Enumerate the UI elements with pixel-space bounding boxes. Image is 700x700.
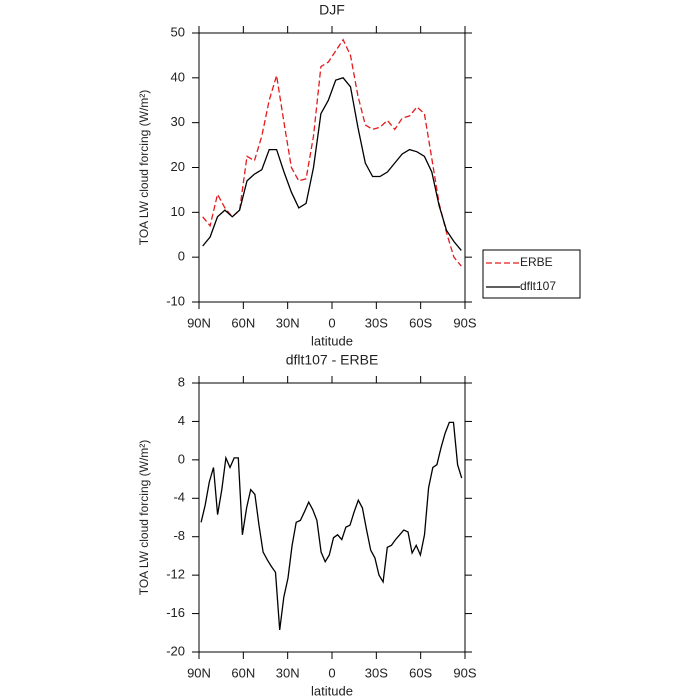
y-tick-label: -4 (173, 490, 185, 505)
x-tick-label: 60S (409, 315, 432, 330)
y-tick-label: 4 (178, 413, 185, 428)
y-tick-label: 40 (171, 69, 185, 84)
plot-frame (198, 32, 466, 303)
y-tick-label: 0 (178, 451, 185, 466)
x-axis-label: latitude (311, 333, 353, 348)
y-tick-label: 30 (171, 114, 185, 129)
x-tick-label: 60N (231, 665, 255, 680)
y-tick-label: 20 (171, 159, 185, 174)
plot-frame (198, 382, 466, 653)
y-tick-label: -12 (166, 567, 185, 582)
y-tick-label: -8 (173, 528, 185, 543)
y-axis-label: TOA LW cloud forcing (W/m²) (137, 440, 151, 596)
x-tick-label: 90S (453, 665, 476, 680)
y-tick-label: 0 (178, 249, 185, 264)
x-tick-label: 60N (231, 315, 255, 330)
legend-label: ERBE (520, 255, 553, 269)
x-tick-label: 90N (187, 665, 211, 680)
y-tick-label: 50 (171, 24, 185, 39)
chart-title: DJF (319, 2, 345, 18)
x-tick-label: 0 (328, 665, 335, 680)
data-line (202, 77, 462, 251)
legend-label: dflt107 (520, 279, 556, 293)
data-line (202, 38, 462, 267)
y-axis-label: TOA LW cloud forcing (W/m²) (137, 90, 151, 246)
x-tick-label: 30S (365, 315, 388, 330)
x-tick-label: 0 (328, 315, 335, 330)
y-tick-label: -10 (166, 293, 185, 308)
x-tick-label: 30N (276, 315, 300, 330)
y-tick-label: 10 (171, 204, 185, 219)
y-tick-label: 8 (178, 374, 185, 389)
y-tick-label: -20 (166, 643, 185, 658)
legend-box (482, 249, 581, 299)
chart-title: dflt107 - ERBE (286, 352, 379, 368)
x-tick-label: 90N (187, 315, 211, 330)
data-line (200, 421, 463, 630)
y-tick-label: -16 (166, 605, 185, 620)
x-axis-label: latitude (311, 683, 353, 698)
x-tick-label: 60S (409, 665, 432, 680)
x-tick-label: 30N (276, 665, 300, 680)
x-tick-label: 90S (453, 315, 476, 330)
x-tick-label: 30S (365, 665, 388, 680)
